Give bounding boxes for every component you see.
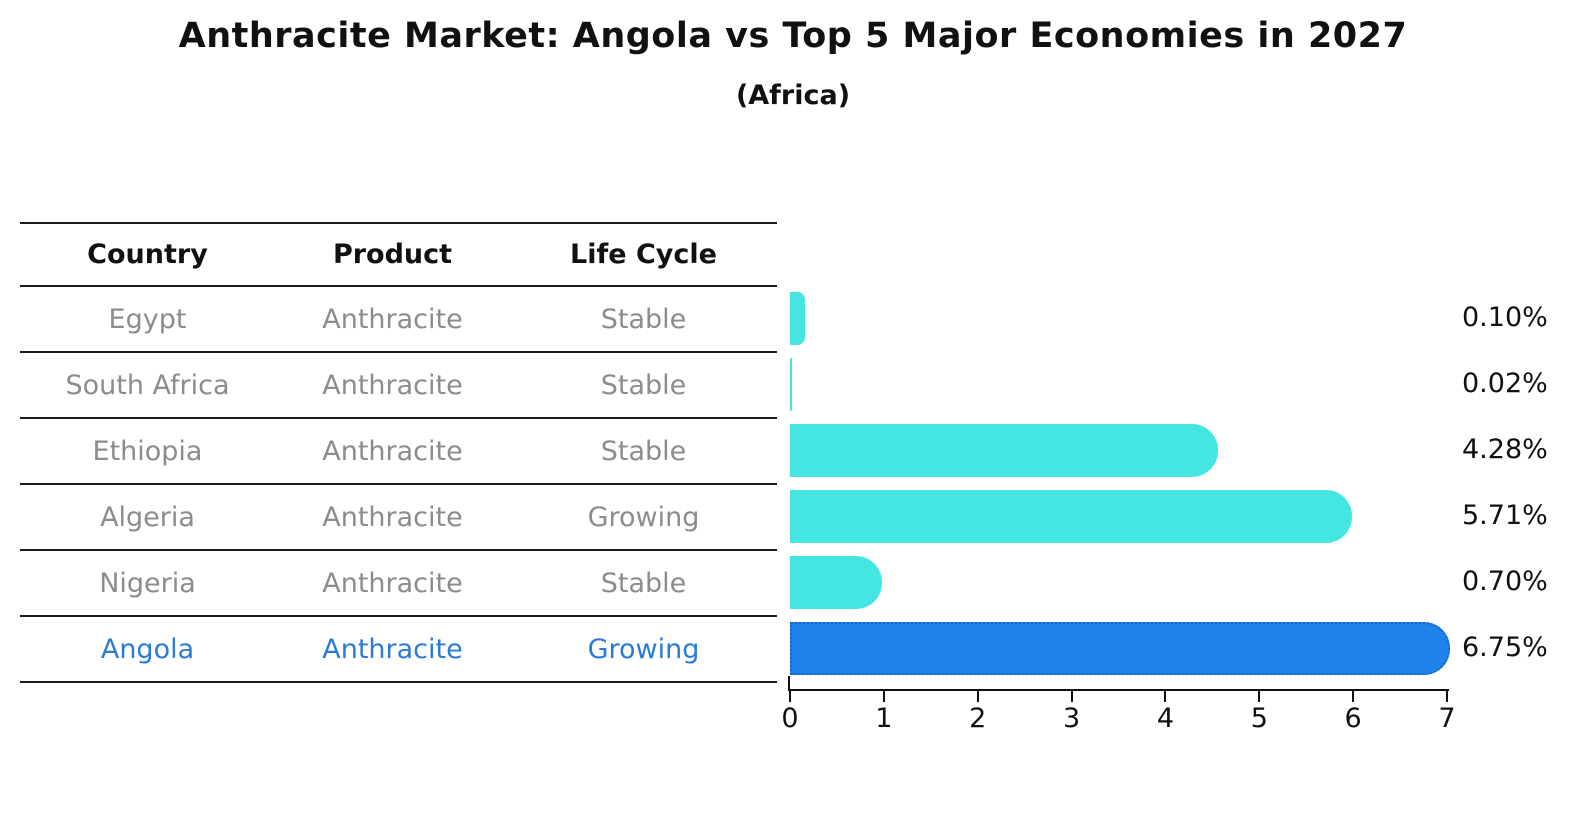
page-title: Anthracite Market: Angola vs Top 5 Major… — [178, 16, 1408, 56]
table-rule — [20, 615, 777, 617]
cell-product: Anthracite — [322, 567, 463, 599]
page-subtitle: (Africa) — [735, 80, 851, 111]
bar-angola-highlighted — [790, 621, 1450, 675]
x-axis-tick-label: 0 — [781, 703, 799, 734]
cell-life-cycle: Stable — [600, 567, 687, 599]
table-rule — [20, 417, 777, 419]
x-axis-tick-label: 3 — [1062, 703, 1081, 734]
cell-country: Algeria — [100, 501, 195, 533]
x-axis-tick — [789, 691, 791, 702]
header-cell-product: Product — [332, 239, 453, 270]
table-row-algeria: Algeria Anthracite Growing — [20, 485, 777, 549]
x-axis-tick-label: 4 — [1156, 703, 1175, 734]
table-row-angola: Angola Anthracite Growing — [20, 617, 777, 681]
bar-south-africa — [790, 357, 792, 411]
cell-product: Anthracite — [322, 303, 463, 335]
cell-product: Anthracite — [322, 435, 463, 467]
table-rule — [20, 222, 777, 224]
cell-life-cycle: Growing — [587, 633, 700, 665]
x-axis-tick — [1070, 691, 1073, 702]
cell-life-cycle: Stable — [600, 435, 687, 467]
x-axis-tick — [1352, 691, 1355, 702]
cell-product: Anthracite — [322, 501, 463, 533]
x-axis-tick — [1258, 691, 1261, 702]
cell-product: Anthracite — [322, 369, 463, 401]
bar-nigeria — [790, 555, 882, 609]
value-label: 0.70% — [1462, 566, 1548, 597]
table-rule — [20, 549, 777, 551]
x-axis-tick-label: 6 — [1344, 703, 1362, 734]
value-label: 0.02% — [1462, 368, 1548, 399]
value-label: 6.75% — [1462, 632, 1548, 663]
table-row-ethiopia: Ethiopia Anthracite Stable — [20, 419, 777, 483]
table-header-row: Country Product Life Cycle — [20, 224, 777, 285]
table-row-south-africa: South Africa Anthracite Stable — [20, 353, 777, 417]
cell-life-cycle: Stable — [600, 369, 687, 401]
cell-country: Egypt — [108, 303, 187, 335]
comparison-table: Country Product Life Cycle Egypt Anthrac… — [20, 0, 777, 823]
x-axis-tick — [1164, 691, 1167, 702]
x-axis-tick-label: 1 — [875, 703, 893, 734]
table-rule — [20, 681, 777, 683]
cell-product: Anthracite — [322, 633, 463, 665]
table-row-nigeria: Nigeria Anthracite Stable — [20, 551, 777, 615]
table-row-egypt: Egypt Anthracite Stable — [20, 287, 777, 351]
cell-life-cycle: Stable — [600, 303, 687, 335]
cell-country: Angola — [100, 633, 195, 665]
table-rule — [20, 285, 777, 287]
x-axis-tick — [1446, 691, 1448, 702]
cell-life-cycle: Growing — [587, 501, 700, 533]
value-label: 5.71% — [1462, 500, 1548, 531]
table-rule — [20, 351, 777, 353]
x-axis-tick — [882, 691, 885, 702]
bar-algeria — [790, 489, 1352, 543]
x-axis-tick — [976, 691, 979, 702]
table-rule — [20, 483, 777, 485]
value-label: 0.10% — [1462, 302, 1548, 333]
bar-ethiopia — [790, 423, 1218, 477]
cell-country: South Africa — [65, 369, 230, 401]
x-axis-line — [788, 689, 1449, 691]
x-axis-tick-label: 2 — [969, 703, 987, 734]
cell-country: Ethiopia — [92, 435, 203, 467]
value-label: 4.28% — [1462, 434, 1548, 465]
bar-egypt — [790, 291, 806, 345]
x-axis-left-stub — [788, 676, 790, 691]
header-cell-life-cycle: Life Cycle — [570, 239, 717, 270]
x-axis-tick-label: 5 — [1250, 703, 1268, 734]
x-axis-tick-label: 7 — [1438, 703, 1456, 734]
header-cell-country: Country — [87, 239, 208, 270]
cell-country: Nigeria — [99, 567, 196, 599]
